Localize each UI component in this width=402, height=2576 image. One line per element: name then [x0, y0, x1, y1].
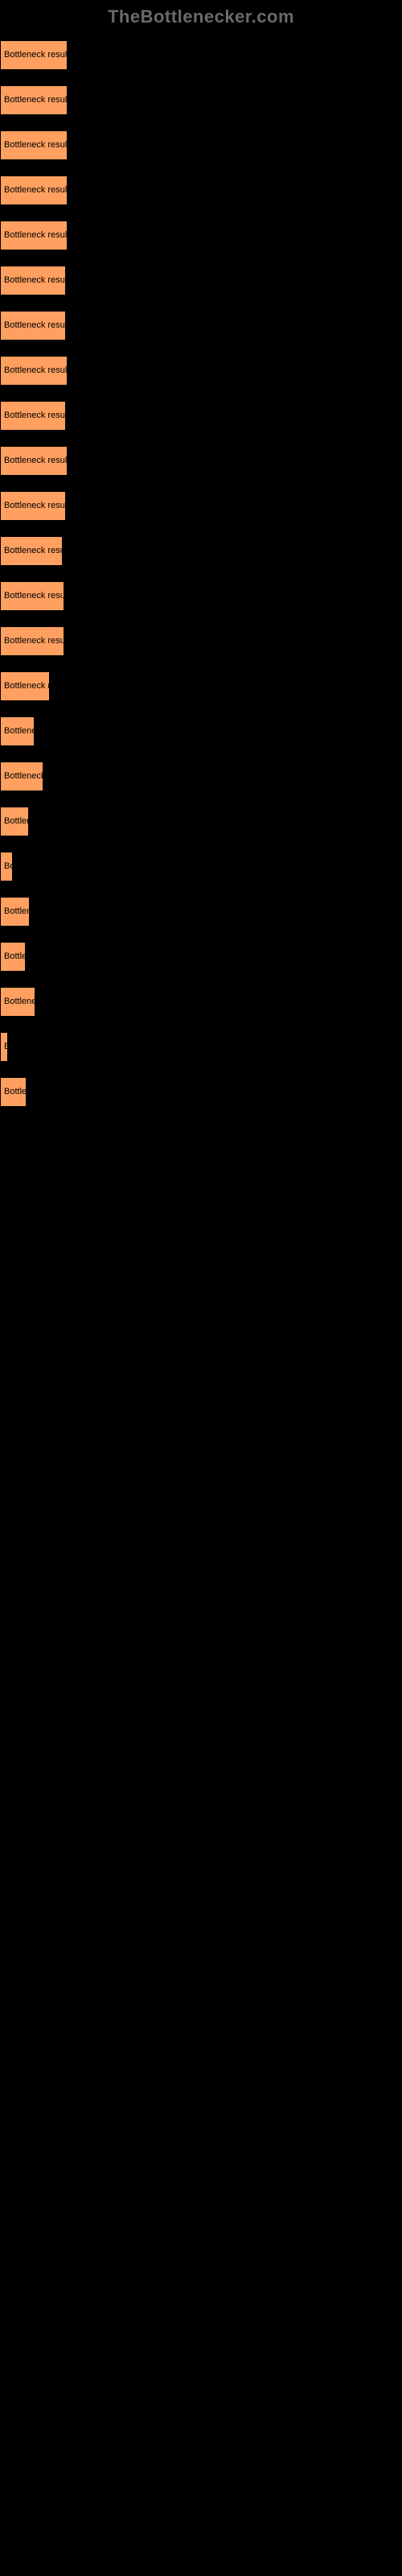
- result-bar: Bottleneck re: [0, 671, 50, 701]
- bar-row: Bottle: [0, 1069, 402, 1114]
- bar-row: Bottleneck result: [0, 618, 402, 663]
- result-bar: Bottleneck result: [0, 221, 68, 250]
- bar-row: Bottlen: [0, 889, 402, 934]
- bar-row: Bottleneck result: [0, 167, 402, 213]
- bar-row: Bottleneck result: [0, 483, 402, 528]
- bar-row: Bottleneck result: [0, 438, 402, 483]
- bar-row: Bottleneck result: [0, 32, 402, 77]
- result-bar: Bottlene: [0, 987, 35, 1017]
- result-bar: Bottleneck result: [0, 175, 68, 205]
- result-bar: Bottleneck result: [0, 581, 64, 611]
- bar-row: Bottleneck result: [0, 77, 402, 122]
- result-bar: Bottleneck result: [0, 311, 66, 341]
- result-bar: Bottleneck: [0, 762, 43, 791]
- bar-row: Bottleneck result: [0, 122, 402, 167]
- site-watermark: TheBottlenecker.com: [108, 6, 294, 27]
- result-bar: Bottle: [0, 942, 26, 972]
- result-bar: Bo: [0, 852, 13, 881]
- result-bar: Bottleneck result: [0, 130, 68, 160]
- result-bar: Bottleneck result: [0, 626, 64, 656]
- bar-row: Bottlene: [0, 708, 402, 753]
- result-bar: Bottlen: [0, 807, 29, 836]
- result-bar: Bottleneck result: [0, 85, 68, 115]
- result-bar: Bottleneck result: [0, 266, 66, 295]
- bar-row: Bottleneck: [0, 753, 402, 799]
- bar-list: Bottleneck result Bottleneck result Bott…: [0, 0, 402, 1114]
- bar-row: Bottle: [0, 934, 402, 979]
- result-bar: Bottleneck result: [0, 40, 68, 70]
- bar-row: B: [0, 1024, 402, 1069]
- bar-row: Bottleneck result: [0, 258, 402, 303]
- bar-row: Bottleneck result: [0, 348, 402, 393]
- result-bar: Bottleneck result: [0, 491, 66, 521]
- result-bar: Bottlene: [0, 716, 35, 746]
- bar-row: Bottleneck result: [0, 213, 402, 258]
- result-bar: Bottle: [0, 1077, 27, 1107]
- bar-row: Bottleneck result: [0, 393, 402, 438]
- result-bar: Bottleneck result: [0, 401, 66, 431]
- result-bar: Bottleneck result: [0, 446, 68, 476]
- bar-row: Bottlene: [0, 979, 402, 1024]
- bar-row: Bottlen: [0, 799, 402, 844]
- bar-row: Bottleneck result: [0, 303, 402, 348]
- bar-row: Bottleneck result: [0, 573, 402, 618]
- result-bar: B: [0, 1032, 8, 1062]
- bar-row: Bo: [0, 844, 402, 889]
- result-bar: Bottleneck result: [0, 356, 68, 386]
- bar-row: Bottleneck result: [0, 528, 402, 573]
- result-bar: Bottlen: [0, 897, 30, 927]
- result-bar: Bottleneck result: [0, 536, 63, 566]
- bar-row: Bottleneck re: [0, 663, 402, 708]
